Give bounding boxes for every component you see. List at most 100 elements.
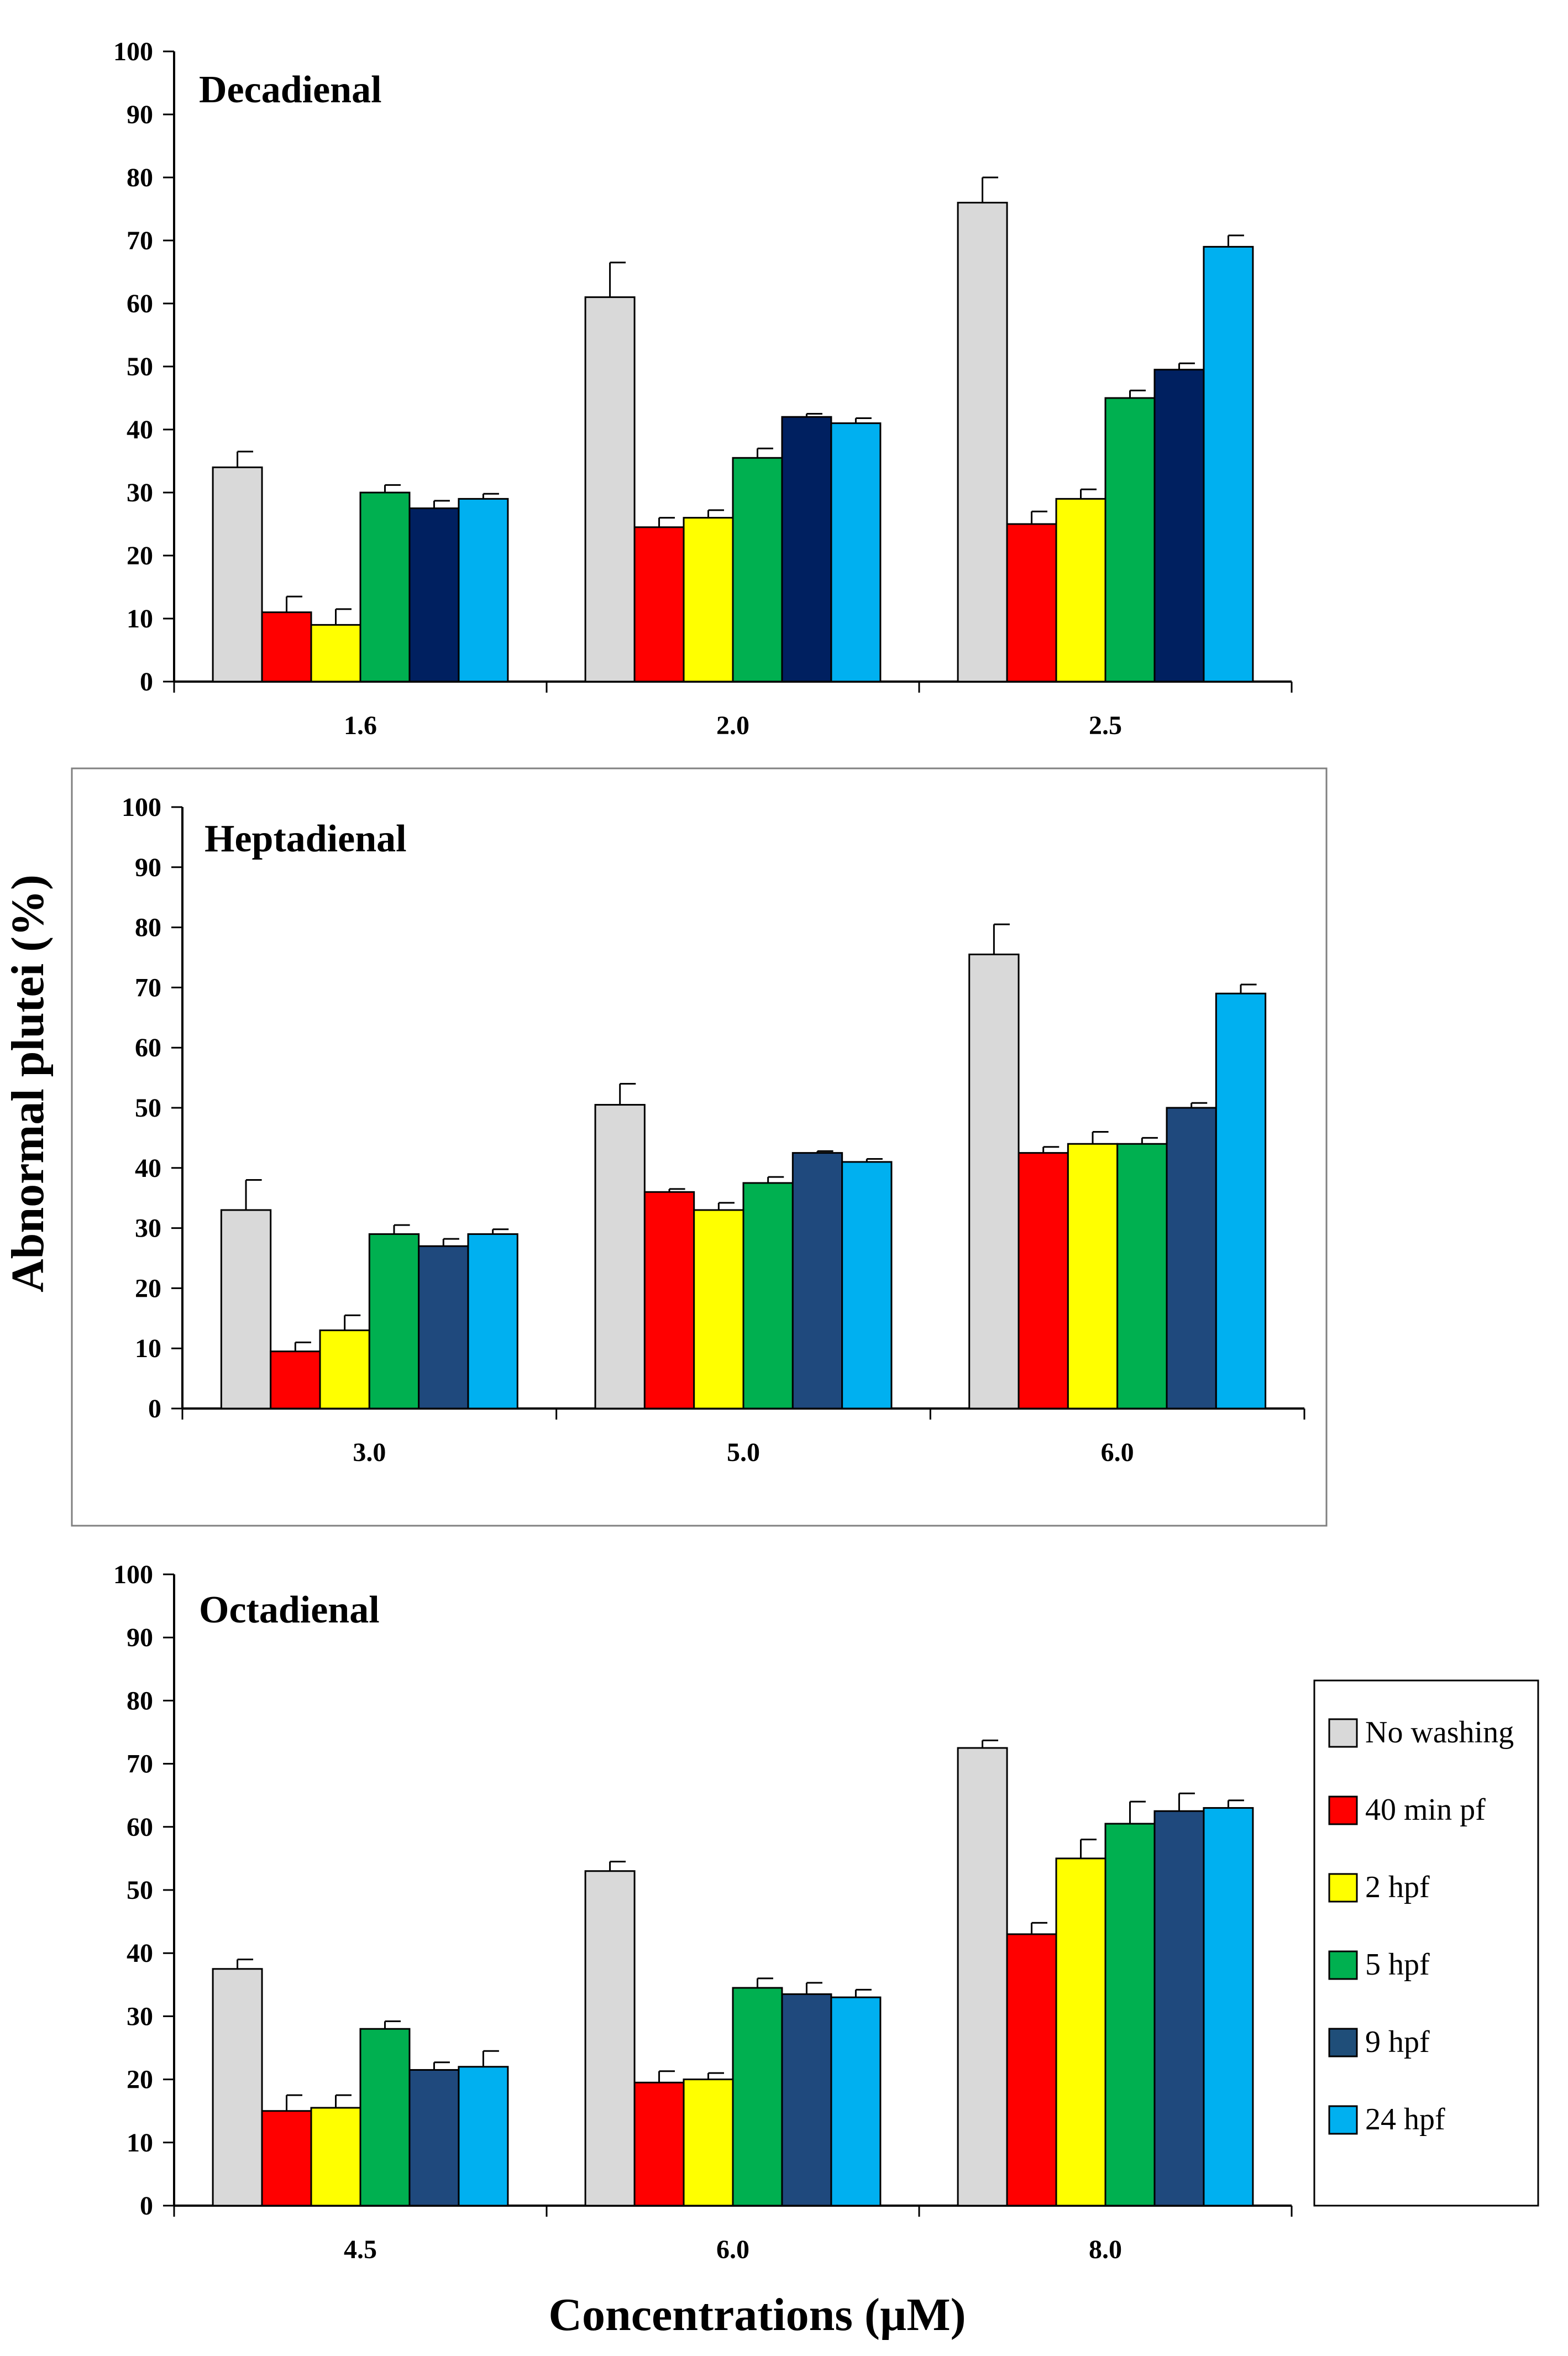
y-tick-label: 10 [127,2128,153,2158]
bar [458,498,509,683]
bar [212,1968,263,2207]
bar [359,491,411,683]
legend-swatch [1328,1718,1358,1748]
y-tick-label: 100 [113,37,153,66]
y-tick-label: 90 [127,100,153,129]
bar [261,2110,312,2207]
bar [212,466,263,683]
y-tick-label: 70 [127,226,153,255]
bar [1006,523,1057,683]
bar [359,2028,411,2207]
y-tick-label: 20 [135,1274,161,1303]
x-tick-label: 3.0 [353,1438,386,1467]
legend: No washing 40 min pf 2 hpf 5 hpf 9 hpf 24 hpf [1313,1679,1539,2207]
x-tick-label: 5.0 [727,1438,760,1467]
y-tick-label: 90 [135,853,161,882]
legend-swatch [1328,1873,1358,1903]
bar [791,1152,843,1410]
x-tick-label: 8.0 [1089,2235,1122,2264]
y-tick-label: 0 [148,1394,161,1423]
bar [220,1209,272,1410]
bar [458,2066,509,2207]
chart-decadienal: Decadienal 0 10 20 30 40 50 60 70 80 90 100 1.6 2.0 2.… [113,37,1293,740]
y-tick-label: 40 [127,415,153,444]
panel-title: Heptadienal [204,818,407,860]
bar [467,1233,518,1410]
bar [781,416,832,683]
y-tick-label: 0 [140,2191,153,2221]
y-tick-label: 30 [127,478,153,507]
bar [270,1350,321,1410]
y-tick-label: 30 [127,2002,153,2031]
bar [1055,1857,1106,2207]
bar [310,624,361,683]
legend-label: 2 hpf [1365,1870,1430,1904]
y-axis-label: Abnormal plutei (%) [2,875,54,1292]
bar [368,1233,420,1410]
legend-label: No washing [1365,1715,1514,1750]
bar [968,954,1020,1410]
bar [1055,498,1106,683]
bar [310,2107,361,2207]
x-tick-label: 2.0 [716,711,749,740]
legend-swatch [1328,1950,1358,1980]
y-tick-label: 20 [127,541,153,570]
bar [1153,1810,1205,2207]
y-tick-label: 50 [135,1093,161,1123]
y-tick-label: 40 [135,1154,161,1183]
bar [693,1209,744,1410]
bar [957,1747,1008,2207]
bar [1006,1933,1057,2207]
bar [841,1161,893,1410]
y-tick-label: 100 [113,1560,153,1589]
legend-swatch [1328,2105,1358,2135]
bar [594,1104,646,1410]
y-tick-label: 100 [122,793,161,822]
bar [1203,245,1254,683]
y-tick-label: 80 [127,163,153,192]
bar [408,507,460,683]
bar [732,1987,783,2207]
x-tick-label: 6.0 [1101,1438,1134,1467]
bar [584,1870,636,2207]
bar [957,202,1008,683]
y-tick-label: 50 [127,1876,153,1905]
panel-title: Decadienal [199,69,382,111]
chart-heptadienal: Heptadienal 0 10 20 30 40 50 60 70 80 90 100 3.0 5.0 6… [122,793,1305,1467]
bar [830,422,882,683]
bar [408,2069,460,2207]
bar [1166,1107,1217,1410]
y-tick-label: 80 [127,1686,153,1715]
bar [781,1993,832,2207]
y-tick-label: 90 [127,1623,153,1652]
bar [418,1245,469,1410]
bar [683,2078,734,2207]
panel-title: Octadienal [199,1589,380,1631]
y-tick-label: 60 [135,1033,161,1062]
bar [261,611,312,683]
x-tick-label: 6.0 [716,2235,749,2264]
bar [1116,1143,1168,1410]
heptadienal-panel-frame [71,767,1328,1527]
legend-label: 24 hpf [1365,2102,1445,2137]
bar [319,1329,370,1410]
legend-label: 5 hpf [1365,1947,1430,1982]
bar [1153,369,1205,683]
x-tick-label: 4.5 [344,2235,377,2264]
y-tick-label: 70 [127,1750,153,1779]
y-tick-label: 70 [135,973,161,1002]
bar [1215,992,1267,1410]
bar [1203,1807,1254,2207]
y-tick-label: 60 [127,289,153,318]
bar [732,457,783,683]
bar [584,296,636,683]
x-tick-label: 2.5 [1089,711,1122,740]
y-tick-label: 10 [135,1334,161,1363]
bar [633,2081,685,2207]
bar [683,517,734,683]
y-tick-label: 80 [135,913,161,943]
bar [742,1182,794,1410]
bar [1104,1823,1156,2207]
legend-swatch [1328,1795,1358,1825]
